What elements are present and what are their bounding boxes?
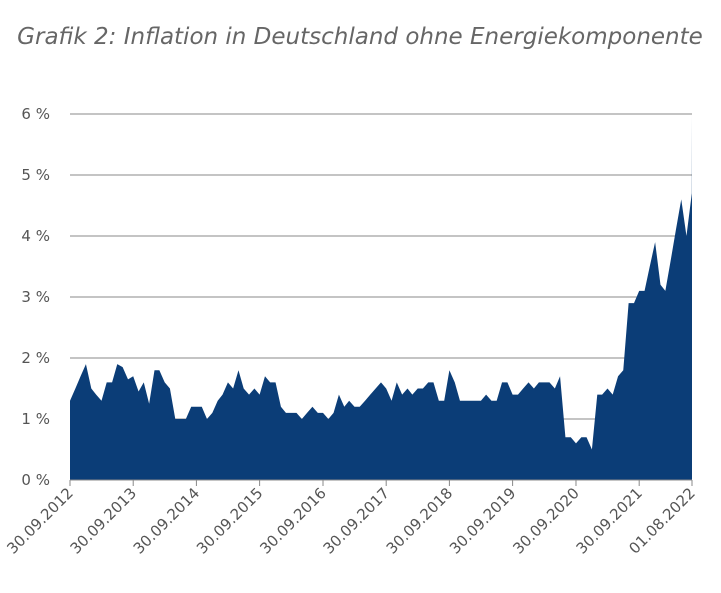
x-tick-label: 30.09.2016	[256, 484, 329, 557]
y-tick-label: 1 %	[21, 410, 50, 428]
y-tick-label: 3 %	[21, 288, 50, 306]
y-tick-label: 5 %	[21, 166, 50, 184]
x-tick-label: 30.09.2017	[320, 484, 393, 557]
y-tick-label: 2 %	[21, 349, 50, 367]
x-tick-label: 30.09.2019	[446, 484, 519, 557]
y-tick-label: 4 %	[21, 227, 50, 245]
x-tick-label: 30.09.2015	[193, 484, 266, 557]
x-tick-label: 30.09.2013	[67, 484, 140, 557]
y-tick-label: 0 %	[21, 471, 50, 489]
x-tick-label: 30.09.2014	[130, 484, 203, 557]
x-tick-label: 30.09.2018	[383, 484, 456, 557]
chart-title: Grafik 2: Inflation in Deutschland ohne …	[17, 24, 703, 50]
area	[70, 114, 692, 480]
x-tick-label: 30.09.2012	[3, 484, 76, 557]
x-tick-label: 30.09.2020	[509, 484, 582, 557]
y-tick-label: 6 %	[21, 105, 50, 123]
